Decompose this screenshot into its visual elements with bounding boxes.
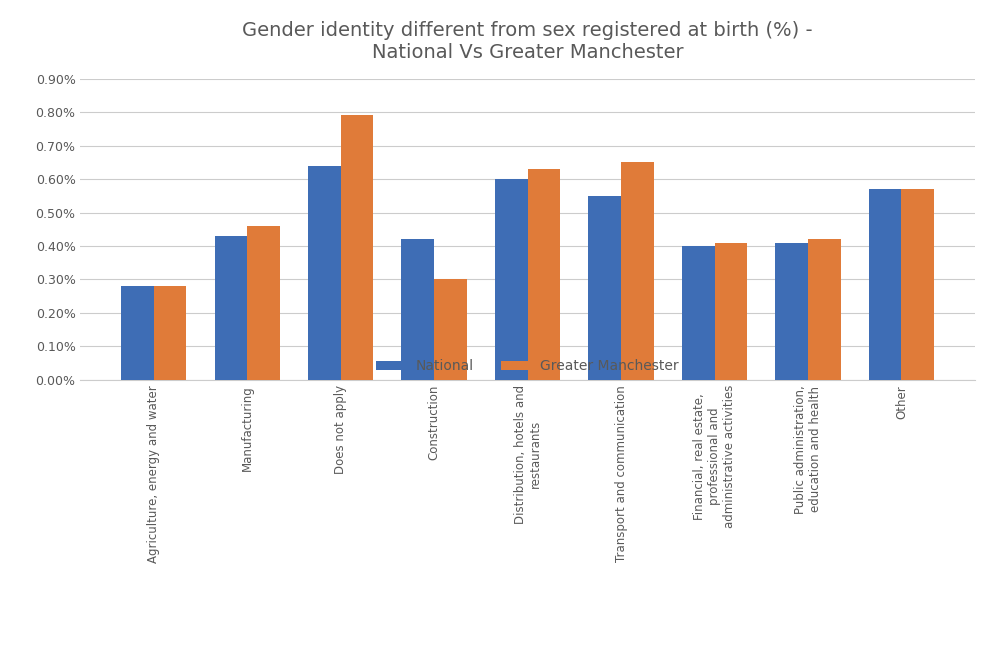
Bar [401, 239, 434, 380]
Bar [775, 242, 808, 380]
Bar [214, 236, 247, 380]
Bar [901, 189, 935, 380]
Bar [681, 246, 715, 380]
Bar [247, 226, 280, 380]
Bar [308, 166, 341, 380]
Bar [494, 179, 528, 380]
Bar [528, 169, 561, 380]
Bar [588, 196, 621, 380]
Bar [341, 115, 374, 380]
Bar [808, 239, 841, 380]
Bar [715, 242, 748, 380]
Bar [154, 286, 187, 380]
Bar [434, 280, 467, 380]
Legend: National, Greater Manchester: National, Greater Manchester [371, 354, 684, 379]
Bar [868, 189, 901, 380]
Bar [121, 286, 154, 380]
Title: Gender identity different from sex registered at birth (%) -
National Vs Greater: Gender identity different from sex regis… [242, 21, 813, 62]
Bar [621, 162, 654, 380]
